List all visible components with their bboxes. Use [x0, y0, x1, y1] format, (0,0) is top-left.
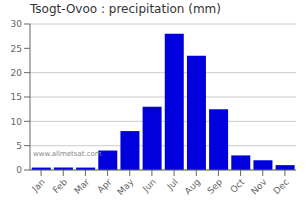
svg-text:15: 15 — [11, 92, 22, 102]
svg-text:Aug: Aug — [183, 177, 203, 197]
svg-text:5: 5 — [16, 141, 22, 151]
svg-text:Jul: Jul — [165, 177, 180, 192]
svg-text:Oct: Oct — [228, 177, 246, 195]
svg-text:20: 20 — [11, 68, 23, 78]
svg-text:0: 0 — [16, 165, 22, 175]
html-text:Tsogt-Ovoo : precipitation (mm: Tsogt-Ovoo : precipitation (mm) — [30, 2, 221, 16]
svg-text:Nov: Nov — [249, 176, 269, 196]
svg-text:Feb: Feb — [51, 177, 70, 196]
svg-text:Dec: Dec — [271, 177, 290, 196]
svg-text:May: May — [115, 176, 136, 197]
svg-text:30: 30 — [11, 19, 23, 29]
html-text:www.allmetsat.com: www.allmetsat.com — [33, 150, 102, 158]
svg-text:Sep: Sep — [205, 177, 224, 196]
svg-text:Jan: Jan — [29, 177, 47, 195]
svg-text:Jun: Jun — [140, 177, 158, 195]
svg-text:10: 10 — [11, 117, 23, 127]
svg-text:Apr: Apr — [95, 177, 113, 195]
svg-text:25: 25 — [11, 44, 22, 54]
svg-text:Mar: Mar — [72, 177, 91, 196]
